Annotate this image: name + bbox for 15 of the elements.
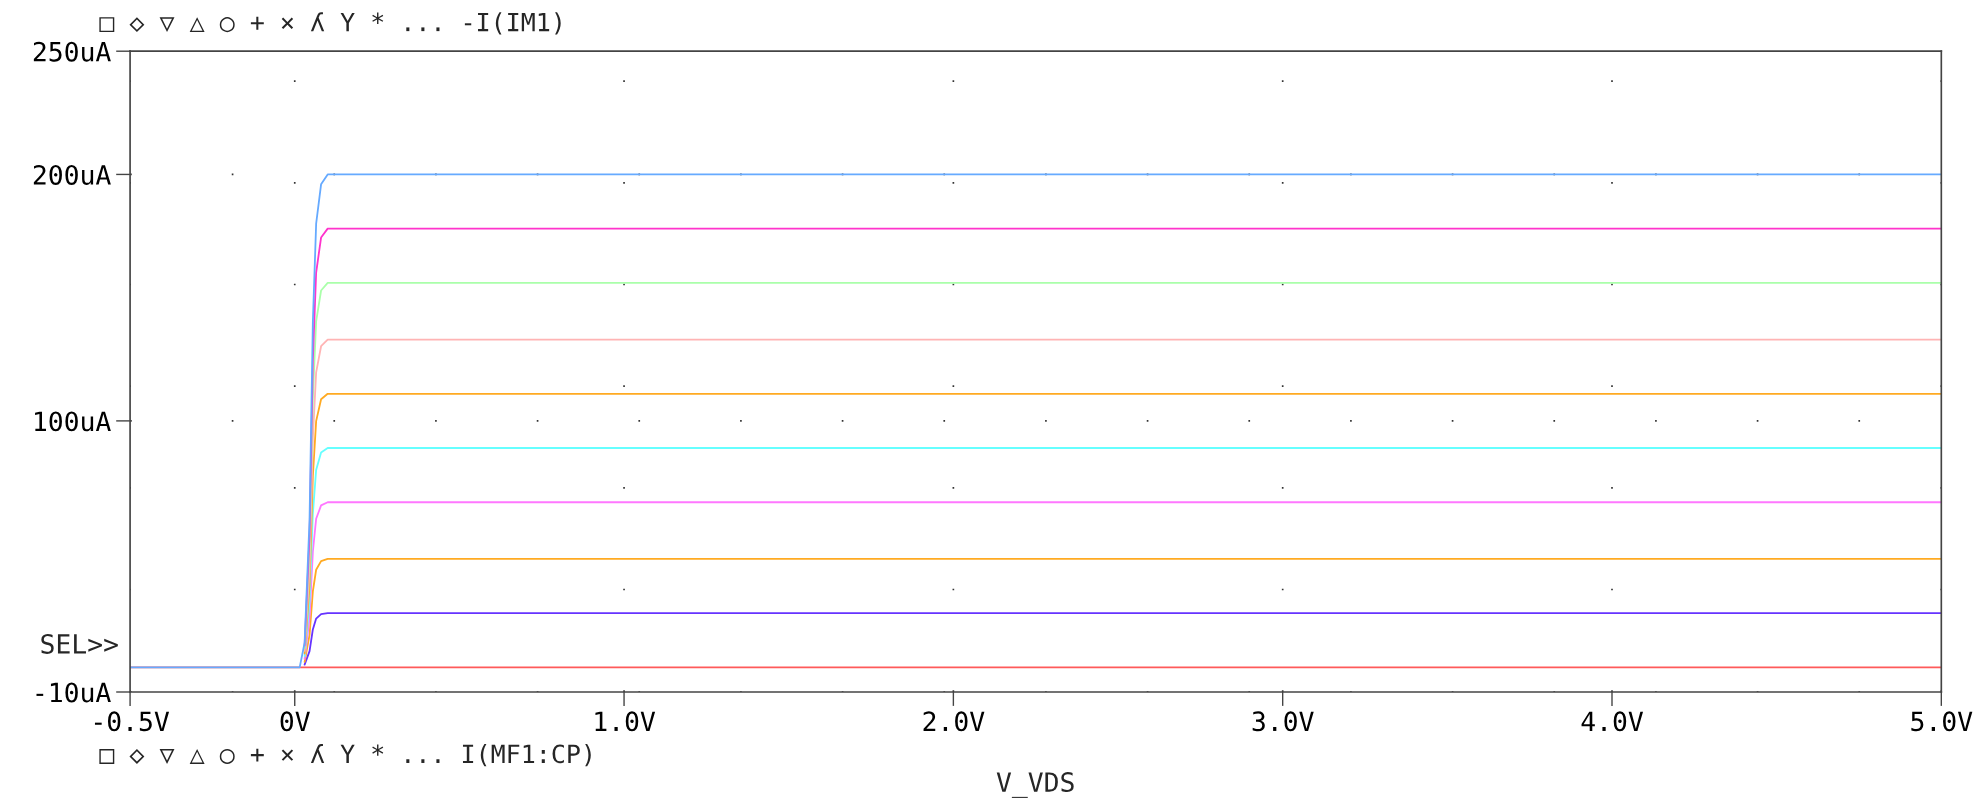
x-tick-label: 2.0V bbox=[923, 711, 985, 732]
x-tick-label: 5.0V bbox=[1911, 711, 1973, 732]
x-tick-label: 1.0V bbox=[595, 711, 656, 732]
text: SEL>> bbox=[41, 633, 118, 654]
y-tick-label: 250uA bbox=[33, 41, 111, 62]
x-tick-label: 4.0V bbox=[1581, 711, 1644, 732]
y-tick-label: 100uA bbox=[35, 411, 111, 432]
y-tick-label: 200uA bbox=[33, 164, 111, 185]
x-axis-title: V_VDS bbox=[996, 772, 1074, 798]
x-tick-label: -0.5V bbox=[94, 711, 170, 732]
y-tick-label: -10uA bbox=[36, 682, 111, 703]
text: □ ◇ ▽ △ ○ + × ʎ Y * ... -I(IM1) bbox=[99, 12, 561, 35]
text: □ ◇ ▽ △ ○ + × ʎ Y * ... I(MF1:CP) bbox=[99, 744, 591, 767]
x-tick-label: 0V bbox=[280, 711, 310, 732]
x-tick-label: 3.0V bbox=[1252, 711, 1314, 732]
